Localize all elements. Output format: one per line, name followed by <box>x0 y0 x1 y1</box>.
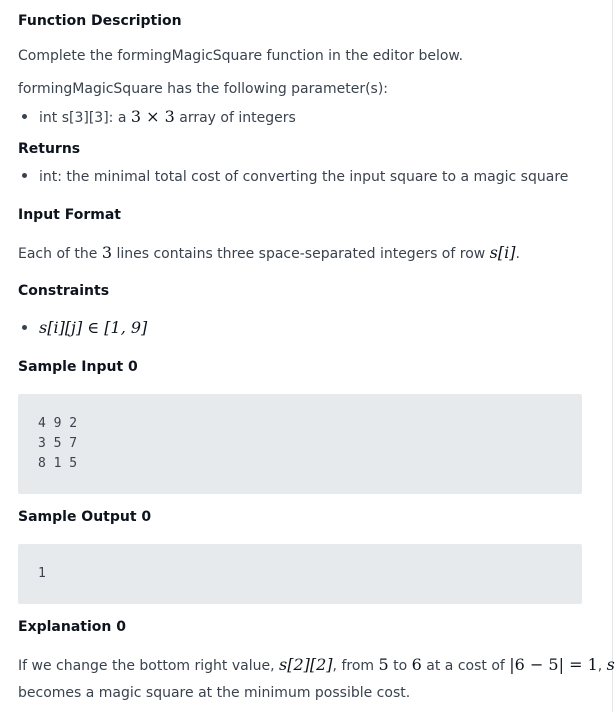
explanation-line-2: becomes a magic square at the minimum po… <box>18 685 411 701</box>
intro-prefix: Complete the <box>18 48 118 64</box>
input-format-heading: Input Format <box>18 207 121 223</box>
input-format-text: Each of the 3 lines contains three space… <box>18 239 520 268</box>
explanation-prefix: If we change the bottom right value, <box>18 658 279 674</box>
explanation-s-math: s <box>606 655 615 674</box>
returns-text: int: the minimal total cost of convertin… <box>39 169 569 185</box>
constraints-heading: Constraints <box>18 283 110 299</box>
input-format-mid: lines contains three space-separated int… <box>112 246 490 262</box>
param-list-item: int s[3][3]: a 3 × 3 array of integers <box>18 107 296 126</box>
explanation-heading: Explanation 0 <box>18 619 126 635</box>
input-format-row-math: s[i] <box>489 243 516 262</box>
intro-function-name: formingMagicSquare <box>117 48 263 64</box>
code-line: 3 5 7 <box>38 436 78 451</box>
explanation-mid-2: to <box>388 658 412 674</box>
bullet-dot-icon <box>22 324 27 330</box>
code-line: 8 1 5 <box>38 456 78 471</box>
function-description-intro: Complete the formingMagicSquare function… <box>18 42 463 70</box>
explanation-mid-3: at a cost of <box>421 658 510 674</box>
param-prefix: int s[3][3]: a <box>39 110 131 126</box>
explanation-from-math: 5 <box>378 655 389 674</box>
params-intro: formingMagicSquare has the following par… <box>18 81 389 97</box>
explanation-mid-4: , <box>597 658 607 674</box>
input-format-count-math: 3 <box>101 243 113 262</box>
sample-input-heading: Sample Input 0 <box>18 359 138 375</box>
constraints-list-item: s[i][j] ∈ [1, 9] <box>18 318 147 337</box>
returns-list-item: int: the minimal total cost of convertin… <box>18 169 568 185</box>
explanation-cell-math: s[2][2] <box>279 655 333 674</box>
explanation-mid-1: , from <box>332 658 379 674</box>
explanation-to-math: 6 <box>411 655 422 674</box>
bullet-dot-icon <box>22 172 27 178</box>
sample-input-code-block: 4 9 2 3 5 7 8 1 5 <box>18 394 582 494</box>
input-format-prefix: Each of the <box>18 246 102 262</box>
code-line: 4 9 2 <box>38 416 78 431</box>
function-description-heading: Function Description <box>18 13 182 29</box>
code-line: 1 <box>38 566 46 581</box>
param-suffix: array of integers <box>174 110 296 126</box>
returns-heading: Returns <box>18 141 81 157</box>
bullet-dot-icon <box>22 113 27 119</box>
explanation-line-1: If we change the bottom right value, s[2… <box>18 651 615 680</box>
constraint-math: s[i][j] ∈ [1, 9] <box>39 318 148 337</box>
sample-output-heading: Sample Output 0 <box>18 509 152 525</box>
intro-suffix: function in the editor below. <box>262 48 464 64</box>
sample-output-code-block: 1 <box>18 544 582 604</box>
explanation-cost-math: |6 − 5| = 1 <box>509 655 598 674</box>
param-dimension-math: 3 × 3 <box>130 107 175 126</box>
input-format-suffix: . <box>515 246 520 262</box>
